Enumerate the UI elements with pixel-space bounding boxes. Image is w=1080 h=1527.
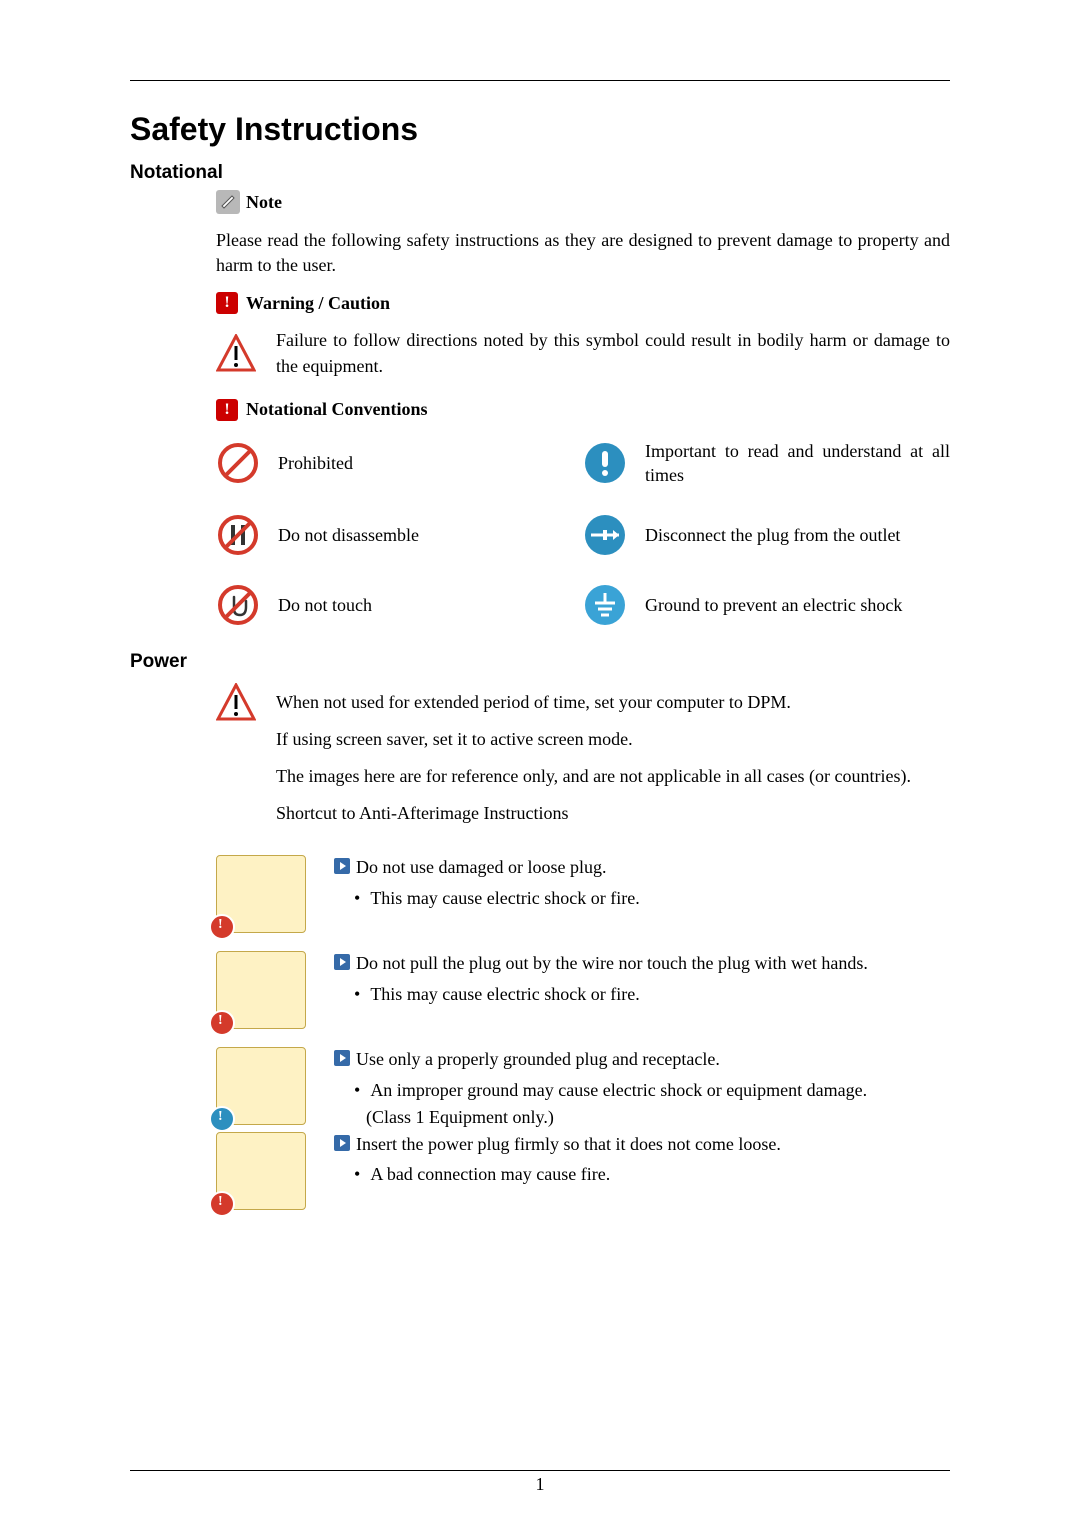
rule-thumbnail	[216, 1047, 306, 1125]
rule-extra-text: (Class 1 Equipment only.)	[366, 1107, 950, 1128]
section-power-heading: Power	[130, 651, 950, 673]
play-icon	[334, 954, 350, 970]
badge-icon	[209, 1106, 235, 1132]
ground-icon	[583, 583, 627, 627]
rule-bullet: This may cause electric shock or fire.	[370, 982, 639, 1007]
convention-text: Do not touch	[278, 593, 372, 617]
rule-thumbnail	[216, 855, 306, 933]
prohibited-icon	[216, 441, 260, 485]
notational-block: Note Please read the following safety in…	[216, 190, 950, 627]
power-paragraph: The images here are for reference only, …	[276, 763, 950, 790]
warning-caution-label: Warning / Caution	[246, 293, 390, 314]
play-icon	[334, 1050, 350, 1066]
rule-thumbnail	[216, 1132, 306, 1210]
badge-icon	[209, 1191, 235, 1217]
alert-icon: !	[216, 399, 238, 421]
rule-headline: Do not use damaged or loose plug.	[356, 855, 606, 879]
rule-bullet: A bad connection may cause fire.	[370, 1162, 610, 1187]
badge-icon	[209, 1010, 235, 1036]
power-paragraph: Shortcut to Anti-Afterimage Instructions	[276, 800, 950, 827]
convention-text: Ground to prevent an electric shock	[645, 593, 902, 617]
conventions-table: Prohibited Important to read and underst…	[216, 439, 950, 628]
section-notational-heading: Notational	[130, 162, 950, 184]
rule-headline: Do not pull the plug out by the wire nor…	[356, 951, 868, 975]
disconnect-plug-icon	[583, 513, 627, 557]
power-intro-block: When not used for extended period of tim…	[216, 679, 950, 837]
bottom-horizontal-rule	[130, 1470, 950, 1471]
power-paragraph: If using screen saver, set it to active …	[276, 726, 950, 753]
note-icon	[216, 190, 240, 214]
power-rule: Do not use damaged or loose plug. •This …	[216, 855, 950, 933]
convention-text: Do not disassemble	[278, 523, 419, 547]
alert-icon: !	[216, 292, 238, 314]
power-paragraph: When not used for extended period of tim…	[276, 689, 950, 716]
convention-text: Disconnect the plug from the outlet	[645, 523, 900, 547]
conventions-row: Do not disassemble Disconnect the plug f…	[216, 513, 950, 557]
power-rule: Do not pull the plug out by the wire nor…	[216, 951, 950, 1029]
play-icon	[334, 1135, 350, 1151]
notational-conventions-label: Notational Conventions	[246, 399, 428, 420]
rule-bullet: This may cause electric shock or fire.	[370, 886, 639, 911]
convention-text: Prohibited	[278, 451, 353, 475]
conventions-row: Prohibited Important to read and underst…	[216, 439, 950, 488]
page: Safety Instructions Notational Note Plea…	[0, 0, 1080, 1527]
play-icon	[334, 858, 350, 874]
page-title: Safety Instructions	[130, 111, 950, 148]
rule-headline: Use only a properly grounded plug and re…	[356, 1047, 720, 1071]
conventions-row: Do not touch Ground to prevent an electr…	[216, 583, 950, 627]
important-icon	[583, 441, 627, 485]
warning-caution-text: Failure to follow directions noted by th…	[276, 328, 950, 378]
convention-text: Important to read and understand at all …	[645, 439, 950, 488]
warning-triangle-icon	[216, 334, 256, 374]
rule-headline: Insert the power plug firmly so that it …	[356, 1132, 781, 1156]
notational-intro-text: Please read the following safety instruc…	[216, 228, 950, 278]
badge-icon	[209, 914, 235, 940]
note-label: Note	[246, 192, 282, 213]
power-rule: Insert the power plug firmly so that it …	[216, 1132, 950, 1210]
rule-bullet: An improper ground may cause electric sh…	[370, 1078, 867, 1103]
page-number: 1	[0, 1474, 1080, 1495]
power-rules-list: Do not use damaged or loose plug. •This …	[216, 855, 950, 1209]
warning-triangle-icon	[216, 683, 256, 723]
no-touch-icon	[216, 583, 260, 627]
top-horizontal-rule	[130, 80, 950, 81]
power-rule: Use only a properly grounded plug and re…	[216, 1047, 950, 1127]
no-disassemble-icon	[216, 513, 260, 557]
rule-thumbnail	[216, 951, 306, 1029]
